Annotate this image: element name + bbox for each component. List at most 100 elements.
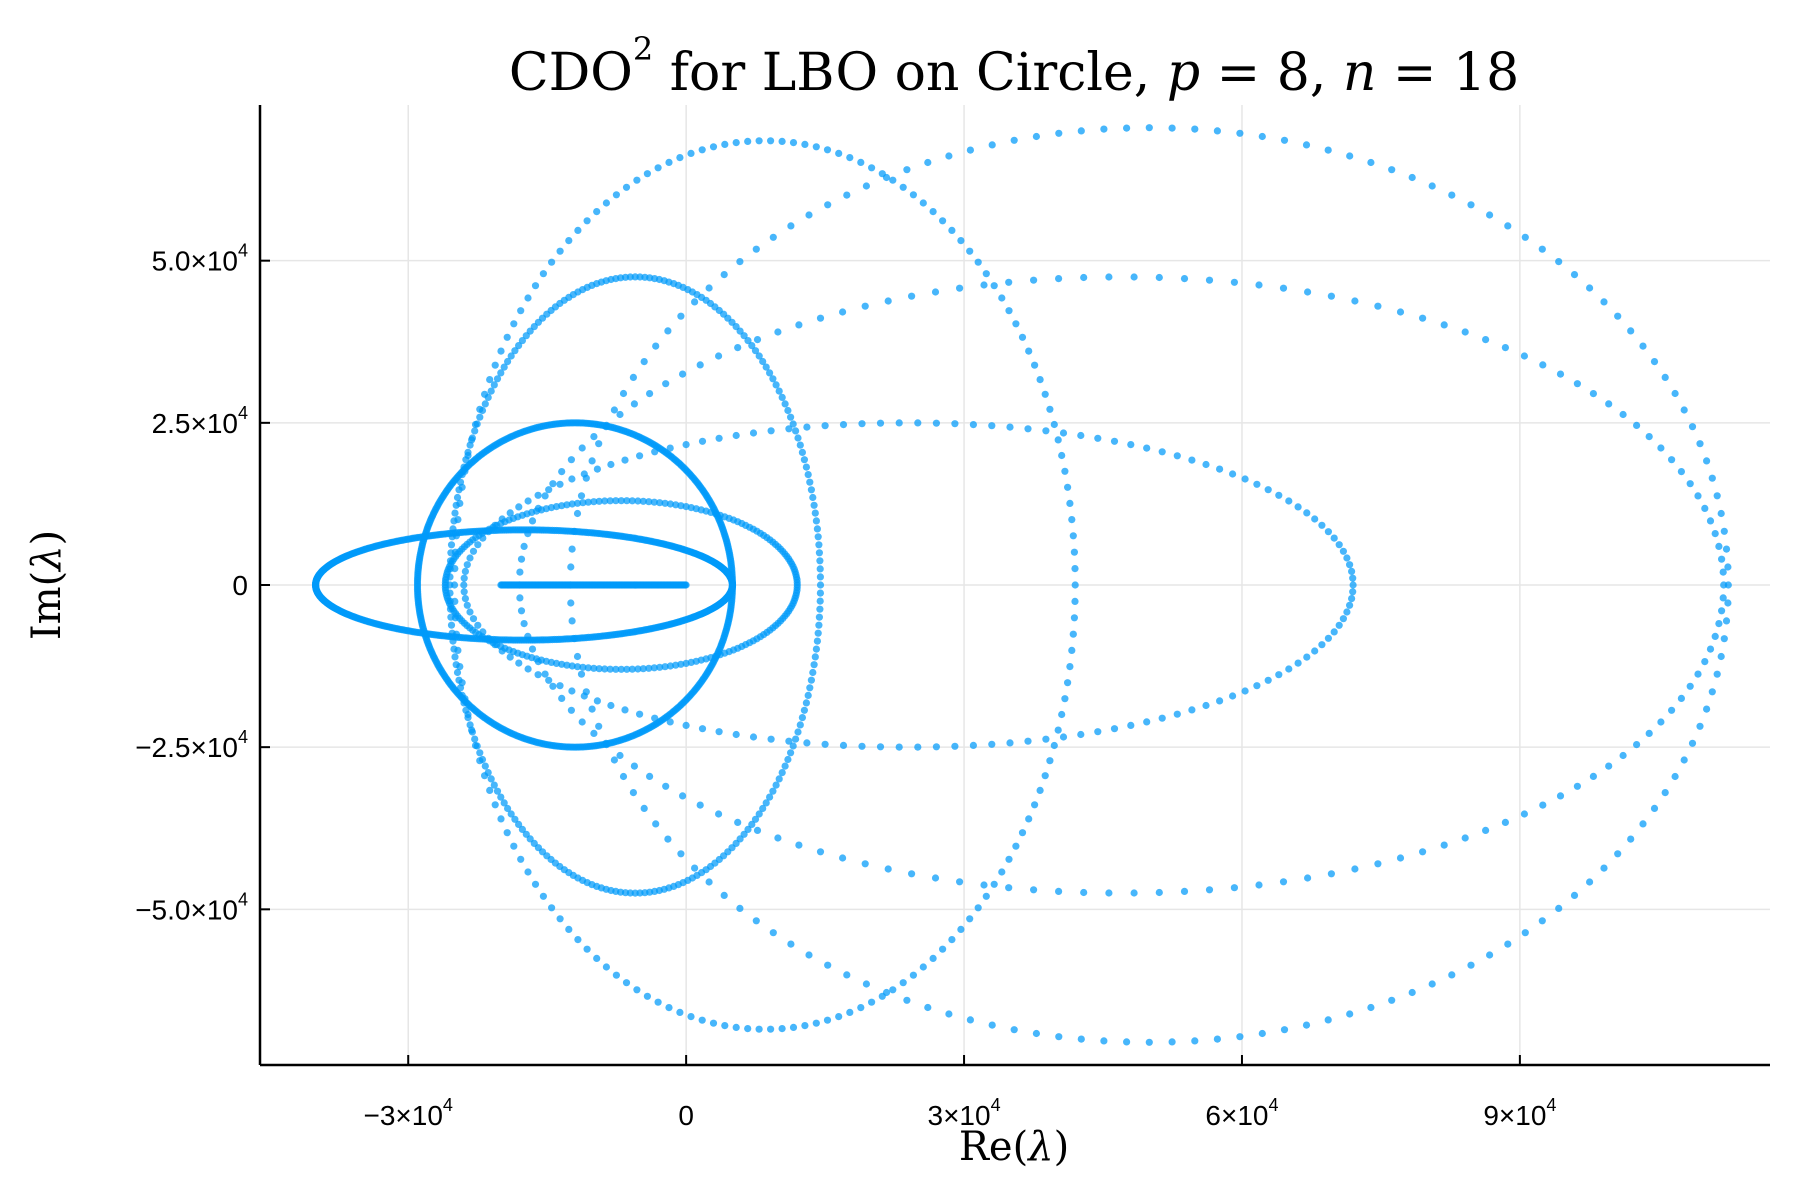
y-axis-label: Im(λ) bbox=[24, 530, 70, 640]
data-point bbox=[798, 448, 807, 456]
data-point bbox=[1486, 951, 1494, 959]
data-point bbox=[774, 328, 782, 336]
data-point bbox=[1639, 820, 1647, 828]
data-point bbox=[1461, 834, 1469, 842]
data-point bbox=[1657, 718, 1665, 726]
data-point bbox=[650, 498, 658, 506]
data-point bbox=[484, 393, 492, 401]
data-point bbox=[679, 792, 687, 800]
data-point bbox=[1025, 815, 1033, 823]
data-point bbox=[815, 621, 823, 629]
data-point bbox=[1719, 594, 1727, 602]
data-point bbox=[1467, 961, 1475, 969]
data-points bbox=[312, 124, 1732, 1046]
data-point bbox=[517, 855, 525, 863]
data-point bbox=[1677, 468, 1685, 476]
data-point bbox=[610, 756, 619, 764]
data-point bbox=[1042, 735, 1050, 743]
data-point bbox=[806, 478, 814, 486]
data-point bbox=[1188, 706, 1196, 714]
data-point bbox=[549, 480, 557, 488]
data-point bbox=[556, 915, 564, 923]
data-point bbox=[1570, 271, 1579, 279]
data-point bbox=[794, 434, 802, 442]
data-point bbox=[558, 468, 566, 476]
data-point bbox=[1556, 792, 1565, 800]
data-point bbox=[1614, 850, 1622, 858]
y-tick-label: 5.0×104 bbox=[152, 241, 248, 277]
data-point bbox=[876, 419, 885, 427]
data-point bbox=[721, 1022, 729, 1030]
data-point bbox=[1055, 129, 1063, 137]
data-point bbox=[816, 597, 824, 605]
data-point bbox=[687, 1013, 695, 1021]
data-point bbox=[816, 581, 825, 589]
data-point bbox=[612, 971, 621, 979]
data-point bbox=[744, 137, 752, 145]
data-point bbox=[621, 456, 629, 464]
data-point bbox=[1677, 694, 1685, 703]
data-point bbox=[908, 870, 916, 878]
data-point bbox=[463, 601, 471, 609]
data-point bbox=[682, 721, 690, 730]
data-point bbox=[1555, 904, 1563, 913]
data-point bbox=[682, 441, 690, 449]
data-point bbox=[1143, 444, 1151, 452]
data-point bbox=[1064, 679, 1072, 687]
data-point bbox=[809, 493, 817, 502]
x-axis-label: Re(λ) bbox=[959, 1124, 1069, 1170]
data-point bbox=[1650, 804, 1659, 813]
data-point bbox=[1718, 555, 1726, 563]
data-point bbox=[1071, 581, 1079, 589]
data-point bbox=[1633, 741, 1641, 749]
data-point bbox=[1145, 1038, 1153, 1046]
data-point bbox=[803, 423, 811, 431]
data-point bbox=[568, 500, 576, 508]
data-point bbox=[1311, 647, 1319, 655]
data-point bbox=[1374, 860, 1382, 868]
data-point bbox=[988, 141, 996, 149]
data-point bbox=[816, 565, 824, 573]
data-point bbox=[1046, 405, 1054, 413]
data-point bbox=[666, 444, 674, 452]
data-point bbox=[1521, 233, 1529, 241]
data-point bbox=[1202, 460, 1210, 469]
data-point bbox=[1050, 741, 1058, 750]
data-point bbox=[590, 729, 598, 738]
data-point bbox=[1041, 390, 1049, 398]
data-point bbox=[889, 176, 897, 184]
data-point bbox=[1408, 173, 1416, 182]
data-point bbox=[1094, 728, 1102, 736]
data-point bbox=[1155, 888, 1163, 897]
data-point bbox=[728, 582, 737, 590]
data-point bbox=[1173, 452, 1181, 460]
data-point bbox=[452, 501, 460, 509]
data-point bbox=[715, 728, 723, 736]
data-point bbox=[654, 998, 662, 1006]
data-point bbox=[1645, 729, 1653, 738]
data-point bbox=[793, 584, 801, 592]
data-point bbox=[1253, 480, 1261, 488]
data-point bbox=[476, 413, 484, 421]
data-point bbox=[769, 375, 777, 383]
data-point bbox=[1071, 597, 1079, 606]
data-point bbox=[778, 137, 786, 145]
data-point bbox=[656, 499, 664, 507]
data-point bbox=[816, 314, 825, 322]
data-point bbox=[520, 620, 528, 628]
data-point bbox=[515, 342, 523, 350]
data-point bbox=[1055, 275, 1063, 283]
data-point bbox=[1031, 801, 1039, 809]
data-point bbox=[565, 237, 573, 245]
data-point bbox=[732, 730, 740, 739]
data-point bbox=[755, 352, 763, 360]
data-point bbox=[469, 615, 478, 623]
data-point bbox=[903, 996, 911, 1004]
data-point bbox=[814, 533, 822, 541]
data-point bbox=[821, 740, 829, 748]
data-point bbox=[956, 284, 964, 292]
data-point bbox=[929, 954, 937, 963]
data-point bbox=[980, 881, 988, 889]
